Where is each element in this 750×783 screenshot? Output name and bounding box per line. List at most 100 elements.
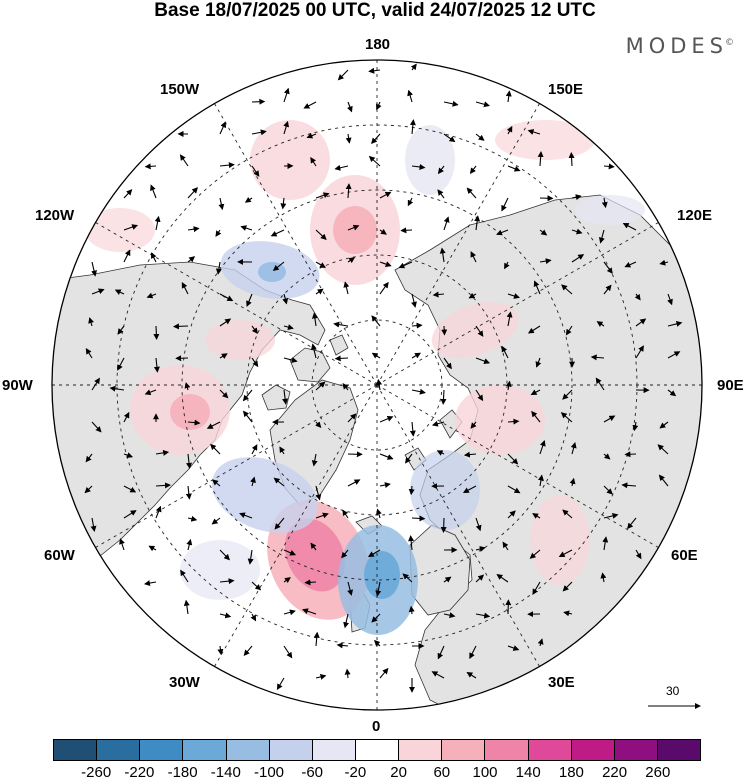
- brand-name: MODES: [625, 34, 728, 58]
- wind-arrow: [411, 388, 426, 395]
- wind-arrow: [215, 229, 222, 237]
- wind-arrow: [144, 580, 157, 587]
- wind-arrow: [535, 357, 542, 368]
- colorbar-swatch: [97, 740, 141, 760]
- wind-arrow: [475, 101, 490, 108]
- wind-arrow: [315, 288, 324, 295]
- wind-arrow: [368, 155, 381, 167]
- wind-arrow: [539, 258, 552, 265]
- wind-arrow: [469, 165, 477, 174]
- wind-arrow: [243, 645, 253, 656]
- colorbar-swatch: [183, 740, 227, 760]
- wind-arrow: [571, 194, 582, 201]
- wind-arrow: [179, 154, 189, 167]
- wind-arrow: [601, 197, 608, 209]
- wind-arrow: [539, 229, 548, 236]
- wind-arrow: [373, 639, 381, 647]
- wind-arrow: [667, 293, 673, 306]
- lon-label-bottom: 0: [372, 718, 381, 735]
- wind-arrow: [333, 321, 349, 328]
- wind-arrow: [347, 479, 361, 487]
- wind-arrow: [150, 184, 157, 199]
- colorbar-swatch: [528, 740, 572, 760]
- wind-arrow: [367, 549, 381, 558]
- wind-arrow: [475, 357, 491, 364]
- wind-arrow: [537, 474, 544, 487]
- anomaly-blob: [170, 394, 210, 430]
- wind-arrow: [432, 291, 445, 298]
- colorbar-tick-label: 20: [390, 764, 407, 781]
- wind-arrow: [302, 608, 317, 615]
- wind-arrow: [624, 451, 637, 458]
- wind-arrow: [532, 581, 541, 595]
- wind-arrow: [411, 352, 421, 359]
- wind-arrow: [347, 224, 360, 231]
- wind-arrow: [187, 187, 198, 199]
- wind-arrow: [117, 325, 125, 335]
- wind-arrow: [603, 261, 613, 274]
- wind-arrow: [635, 549, 642, 560]
- anomaly-blob: [180, 540, 260, 600]
- wind-arrow: [532, 513, 541, 519]
- wind-arrow: [565, 325, 573, 336]
- wind-arrow: [595, 377, 605, 391]
- wind-arrow: [117, 357, 125, 371]
- colorbar-swatch: [614, 740, 658, 760]
- wind-arrow: [527, 129, 541, 135]
- wind-arrow: [530, 389, 541, 395]
- wind-arrow: [313, 631, 320, 647]
- anomaly-blob: [85, 208, 155, 252]
- wind-arrow: [304, 579, 317, 586]
- wind-arrow: [315, 261, 326, 268]
- wind-arrow: [590, 354, 605, 361]
- wind-arrow: [274, 517, 285, 530]
- wind-arrow: [315, 673, 327, 680]
- wind-arrow: [283, 645, 293, 659]
- wind-arrow: [85, 453, 93, 463]
- wind-arrow: [443, 357, 452, 370]
- lon-label-lower-right: 60E: [671, 547, 698, 564]
- wind-arrow: [219, 162, 235, 169]
- wind-arrow: [123, 249, 131, 263]
- colorbar-tick-label: -100: [253, 764, 285, 781]
- wind-arrow: [272, 261, 285, 272]
- wind-arrow: [379, 281, 389, 295]
- wind-arrow: [345, 133, 352, 144]
- wind-arrow: [496, 229, 509, 236]
- anomaly-blob: [364, 551, 400, 599]
- colorbar-tick-label: 60: [433, 764, 451, 781]
- brand-mark: ©: [725, 38, 734, 48]
- wind-arrow: [144, 163, 157, 170]
- wind-arrow: [603, 284, 612, 295]
- wind-arrow: [376, 378, 383, 391]
- wind-arrow: [411, 515, 426, 522]
- wind-arrow: [219, 578, 235, 585]
- wind-arrow: [558, 549, 573, 557]
- wind-arrow: [475, 133, 485, 141]
- wind-arrow: [602, 536, 609, 551]
- wind-arrow: [123, 452, 134, 459]
- lon-label-bottom-left: 30W: [169, 674, 200, 691]
- wind-arrow: [310, 156, 317, 167]
- wind-arrow: [368, 67, 381, 74]
- colorbar-tick-label: -140: [210, 764, 241, 781]
- wind-arrow: [219, 389, 229, 399]
- wind-arrow: [411, 293, 417, 308]
- wind-arrow: [667, 320, 683, 327]
- wind-arrow: [371, 315, 381, 327]
- colorbar-tick-label: 140: [515, 764, 541, 781]
- wind-arrow: [506, 311, 513, 327]
- wind-arrow: [123, 224, 139, 231]
- wind-arrow: [180, 569, 189, 583]
- wind-arrow: [436, 450, 445, 456]
- wind-arrow: [212, 479, 221, 487]
- wind-arrow: [371, 613, 381, 623]
- wind-arrow: [151, 252, 157, 263]
- anomaly-blob: [530, 495, 590, 585]
- wind-arrow: [344, 668, 351, 679]
- polar-map: [51, 59, 703, 711]
- wind-arrow: [468, 292, 477, 299]
- wind-arrow: [603, 415, 616, 423]
- wind-arrow: [507, 645, 520, 651]
- colorbar-tick-label: 260: [645, 764, 671, 781]
